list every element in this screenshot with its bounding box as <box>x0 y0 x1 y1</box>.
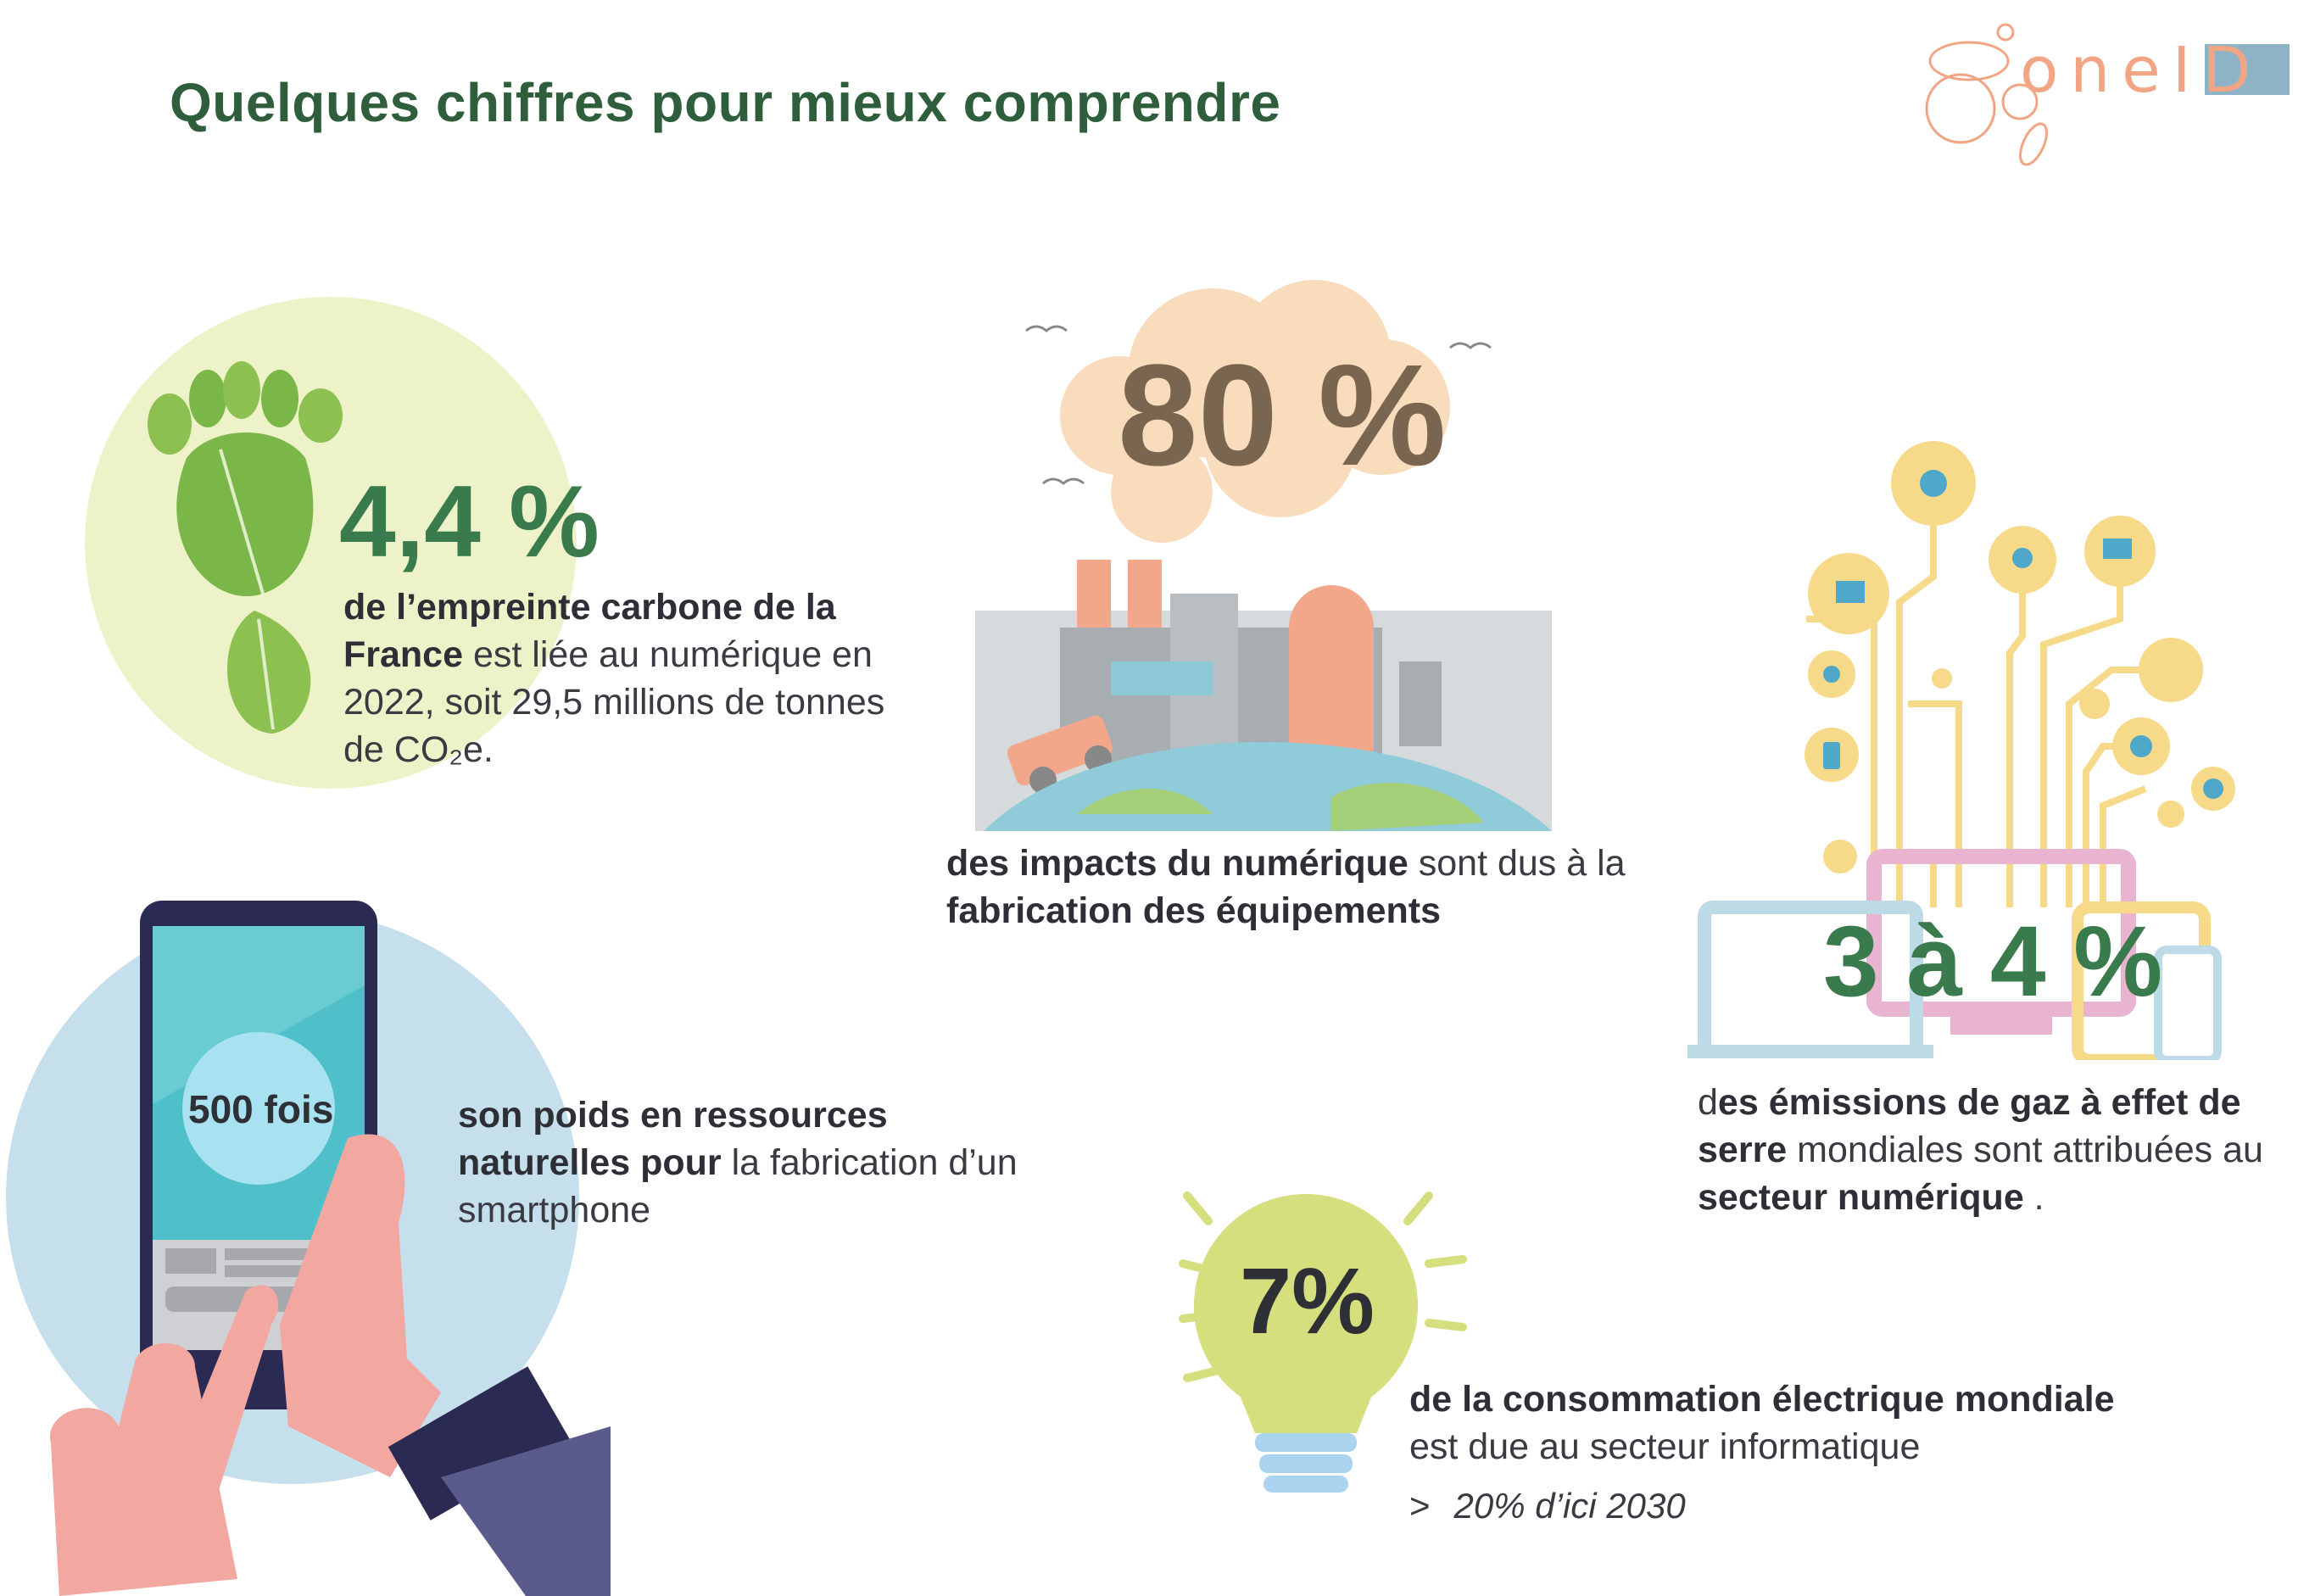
devices-network-icon <box>1687 441 2235 1060</box>
stat-electricity-rest: est due au secteur informatique <box>1409 1426 1921 1467</box>
stat-carbon-lead: de l’empreinte carbone de la France <box>343 587 836 675</box>
stat-emissions-tail: . <box>2023 1177 2044 1218</box>
logo-text: oneID <box>2020 34 2263 107</box>
stat-manufacturing-text: des impacts du numérique sont dus à la f… <box>946 840 1667 935</box>
stat-manufacturing-bold2: fabrication des équipements <box>946 890 1442 931</box>
stat-carbon-text: de l’empreinte carbone de la France est … <box>343 583 920 773</box>
stat-carbon-value: 4,4 % <box>339 465 600 578</box>
stat-electricity-bold: de la consommation électrique mondiale <box>1409 1379 2115 1420</box>
factory-earth-icon <box>975 280 1552 831</box>
note-marker: > <box>1409 1486 1431 1526</box>
logo: oneID <box>1908 17 2298 170</box>
stat-emissions-text: des émissions de gaz à effet de serre mo… <box>1698 1079 2308 1221</box>
stat-carbon-rest: est liée au numérique en 2022, soit 29,5… <box>343 634 885 770</box>
stat-emissions-lead: d <box>1698 1082 1718 1123</box>
stat-smartphone-text: son poids en ressources naturelles pour … <box>458 1091 1052 1234</box>
stat-smartphone-bold: son poids en ressources naturelles pour <box>458 1095 888 1183</box>
footprint-leaf-icon <box>85 297 577 789</box>
lightbulb-icon <box>1179 1191 1467 1493</box>
stat-electricity-note: >20% d’ici 2030 <box>1409 1486 1686 1526</box>
stat-emissions-bold2: secteur numérique <box>1698 1177 2024 1218</box>
page-title: Quelques chiffres pour mieux comprendre <box>170 72 1281 133</box>
stat-manufacturing-value: 80 % <box>1118 335 1447 496</box>
stat-smartphone-value: 500 fois <box>188 1087 334 1131</box>
smartphone-hand-icon <box>6 901 611 1596</box>
stat-manufacturing-mid: sont dus à la <box>1408 843 1626 884</box>
stat-electricity-value: 7% <box>1240 1249 1375 1353</box>
stat-electricity-text: de la consommation électrique mondiale e… <box>1409 1376 2257 1470</box>
logo-bubbles-icon <box>1925 23 2290 166</box>
stat-smartphone-rest: la fabrication d’un smartphone <box>458 1142 1018 1230</box>
stat-emissions-value: 3 à 4 % <box>1823 906 2163 1018</box>
stat-manufacturing-bold1: des impacts du numérique <box>946 843 1409 884</box>
stat-emissions-bold1: es émissions de gaz à effet de serre <box>1698 1082 2241 1170</box>
stat-emissions-mid: mondiales sont attribuées au <box>1787 1130 2263 1170</box>
note-text: 20% d’ici 2030 <box>1453 1486 1686 1526</box>
